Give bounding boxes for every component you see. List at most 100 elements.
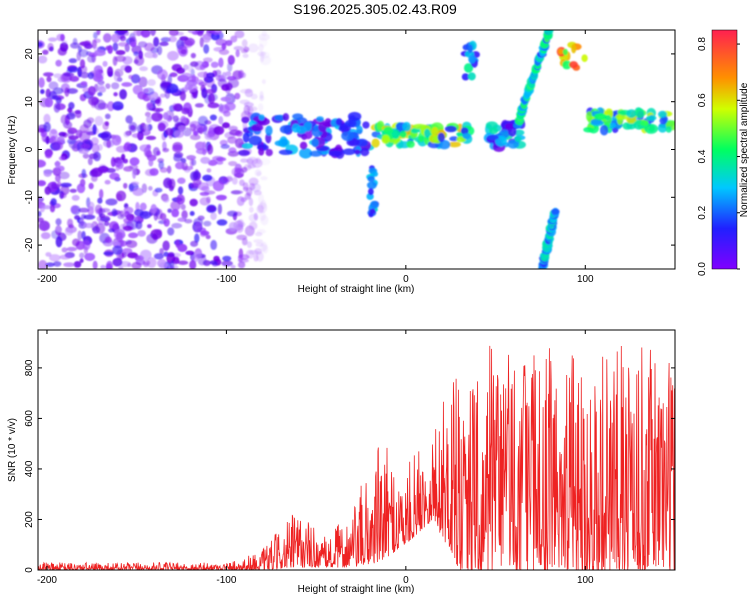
heat-cell bbox=[127, 262, 132, 268]
heat-cell bbox=[136, 30, 142, 37]
heat-cell bbox=[162, 147, 170, 153]
heat-cell bbox=[189, 123, 197, 132]
heat-cell bbox=[402, 121, 411, 132]
heat-cell bbox=[112, 245, 123, 255]
heat-cell bbox=[45, 262, 55, 267]
heat-cell bbox=[279, 136, 288, 147]
snr-series-line bbox=[38, 345, 675, 570]
heat-cell bbox=[190, 182, 199, 189]
heat-cell bbox=[144, 123, 150, 134]
heat-cell bbox=[142, 88, 149, 94]
heat-cell bbox=[207, 159, 218, 166]
heat-cell bbox=[168, 30, 179, 37]
heat-cell bbox=[242, 132, 250, 143]
heat-cell bbox=[462, 132, 472, 140]
heat-cell bbox=[224, 71, 232, 77]
heat-cell bbox=[51, 141, 64, 151]
heat-cell bbox=[105, 260, 114, 269]
heat-cell bbox=[163, 112, 169, 120]
heat-cell bbox=[230, 264, 236, 269]
heat-cell bbox=[132, 84, 143, 95]
snr-ylabel: SNR (10 * v/v) bbox=[7, 418, 18, 482]
heat-cell bbox=[87, 55, 96, 63]
heat-cell bbox=[68, 135, 79, 140]
heat-cell bbox=[190, 240, 199, 247]
heat-cell bbox=[102, 60, 108, 67]
heat-cell bbox=[50, 183, 61, 190]
heat-cell bbox=[179, 36, 189, 41]
heat-cell bbox=[646, 115, 657, 121]
heat-cell bbox=[217, 78, 228, 88]
heat-cell bbox=[112, 56, 118, 66]
heat-cell bbox=[189, 260, 197, 269]
heat-cell bbox=[626, 109, 637, 118]
heat-cell bbox=[154, 229, 163, 236]
heat-cell bbox=[44, 97, 54, 108]
heat-cell bbox=[241, 39, 248, 48]
heat-cell bbox=[259, 90, 264, 100]
heat-cell bbox=[133, 51, 139, 57]
heat-cell bbox=[190, 61, 199, 67]
heat-cell bbox=[146, 115, 152, 124]
heat-cell bbox=[265, 125, 273, 136]
heat-cell bbox=[225, 40, 233, 46]
y-tick-label: -20 bbox=[24, 237, 35, 252]
heat-cell bbox=[105, 198, 118, 206]
heat-cell bbox=[586, 111, 593, 122]
heat-cell bbox=[119, 35, 127, 42]
heat-cell bbox=[73, 261, 82, 268]
heat-cell bbox=[180, 203, 186, 210]
heat-cell bbox=[57, 165, 65, 172]
heat-cell bbox=[221, 122, 230, 129]
heat-cell bbox=[318, 122, 327, 133]
heat-cell bbox=[226, 76, 237, 81]
heat-cell bbox=[248, 197, 254, 207]
heat-cell bbox=[40, 232, 51, 240]
x-tick-label: 0 bbox=[403, 274, 409, 285]
heat-cell bbox=[69, 188, 77, 193]
heat-cell bbox=[201, 185, 210, 192]
heat-cell bbox=[185, 250, 195, 256]
heat-cell bbox=[97, 91, 103, 97]
heat-cell bbox=[38, 159, 46, 168]
heat-cell bbox=[179, 90, 186, 101]
heat-cell bbox=[97, 165, 109, 174]
heat-cell bbox=[448, 141, 461, 148]
heat-cell bbox=[99, 213, 106, 219]
y-tick-label: 20 bbox=[24, 48, 35, 60]
heat-cell bbox=[88, 96, 100, 106]
snr-plot-area bbox=[38, 330, 675, 570]
heat-cell bbox=[245, 187, 253, 197]
heat-cell bbox=[104, 113, 111, 120]
heat-cell bbox=[105, 83, 111, 89]
heat-cell bbox=[55, 160, 61, 169]
heat-cell bbox=[370, 200, 379, 209]
heat-cell bbox=[241, 72, 247, 78]
heat-cell bbox=[206, 168, 212, 173]
heat-cell bbox=[368, 188, 374, 196]
heat-cell bbox=[93, 31, 98, 39]
heat-cell bbox=[92, 225, 101, 234]
heat-cell bbox=[83, 40, 92, 49]
heat-cell bbox=[77, 45, 82, 53]
heat-cell bbox=[49, 254, 61, 262]
heat-cell bbox=[489, 127, 499, 135]
heat-cell bbox=[345, 119, 357, 128]
heat-cell bbox=[79, 258, 84, 263]
heat-cell bbox=[187, 84, 198, 93]
heat-cell bbox=[49, 204, 56, 213]
colorbar-tick-label: 0.8 bbox=[697, 37, 708, 51]
spectrogram-feature-chirp bbox=[512, 30, 554, 129]
heat-cell bbox=[207, 144, 214, 155]
heat-cell bbox=[215, 38, 227, 46]
heat-cell bbox=[82, 239, 91, 251]
heat-cell bbox=[79, 124, 90, 134]
heat-cell bbox=[251, 158, 263, 168]
heat-cell bbox=[66, 246, 77, 252]
heat-cell bbox=[63, 262, 75, 268]
heat-cell bbox=[162, 240, 170, 251]
spectrogram-xlabel: Height of straight line (km) bbox=[298, 284, 415, 295]
snr-axes: -200 -100 0 100 0 200 400 600 800 bbox=[24, 330, 675, 586]
